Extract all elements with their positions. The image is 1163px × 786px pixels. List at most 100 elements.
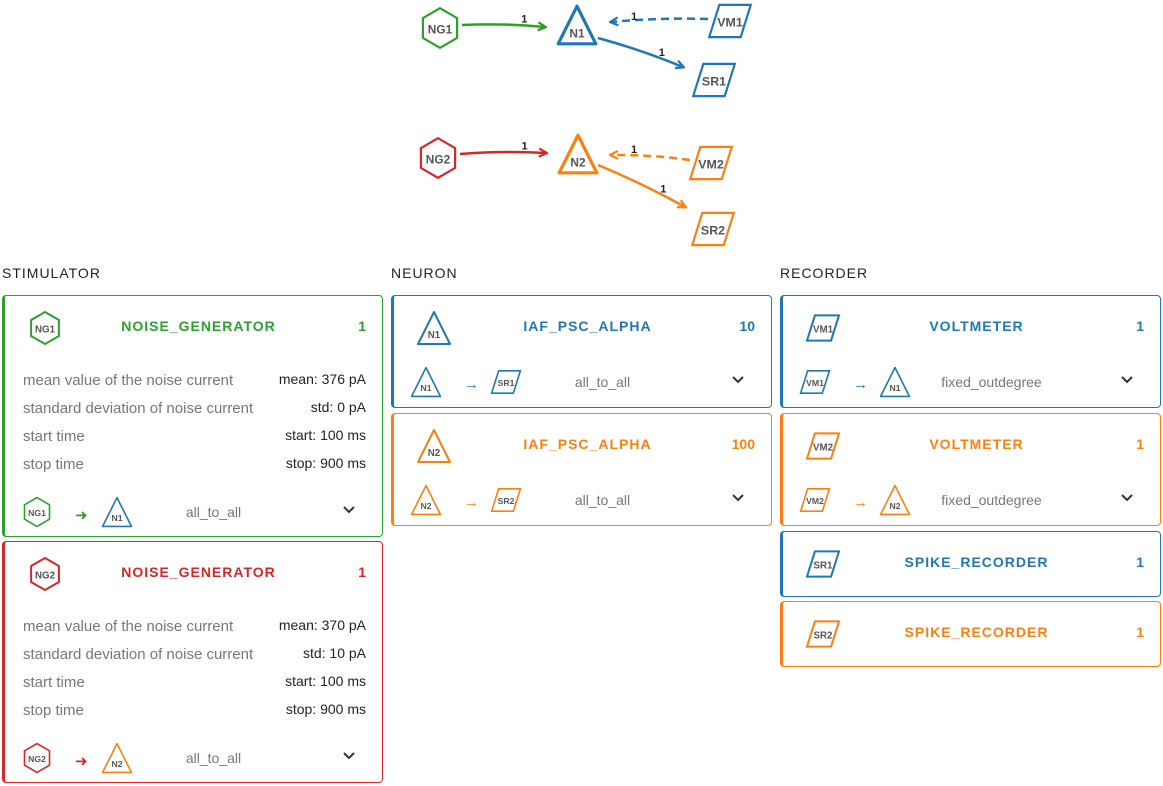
model-name[interactable]: SPIKE_RECORDER bbox=[904, 554, 1049, 570]
graph-edge-label: 1 bbox=[659, 47, 665, 59]
connection-arrow-icon: → bbox=[464, 376, 479, 393]
population-size[interactable]: 10 bbox=[739, 318, 755, 334]
recorder-column-title: RECORDER bbox=[780, 265, 869, 281]
node-badge-icon[interactable]: NG2 bbox=[27, 556, 63, 597]
param-value[interactable]: stop: 900 ms bbox=[285, 701, 366, 717]
param-value[interactable]: start: 100 ms bbox=[285, 427, 366, 443]
param-label: standard deviation of noise current bbox=[23, 400, 254, 417]
node-badge-icon[interactable]: SR2 bbox=[805, 616, 841, 657]
population-size[interactable]: 1 bbox=[1136, 318, 1144, 334]
chevron-down-icon[interactable] bbox=[731, 372, 745, 390]
network-graph[interactable]: 1 1 1 1 1 1 NG1 N1 VM1 SR1 NG2 N2 VM2 SR2 bbox=[0, 0, 1163, 255]
graph-edge-vm1-n1[interactable]: 1 bbox=[611, 11, 709, 23]
param-label: standard deviation of noise current bbox=[23, 646, 254, 663]
population-size[interactable]: 1 bbox=[1136, 436, 1144, 452]
param-value[interactable]: start: 100 ms bbox=[285, 673, 366, 689]
param-row[interactable]: start time start: 100 ms bbox=[23, 422, 366, 450]
graph-node-vm2[interactable]: VM2 bbox=[688, 145, 734, 181]
connection-rule: all_to_all bbox=[574, 492, 631, 508]
param-row[interactable]: start time start: 100 ms bbox=[23, 668, 366, 696]
graph-node-vm1[interactable]: VM1 bbox=[707, 3, 753, 39]
graph-node-sr2[interactable]: SR2 bbox=[690, 211, 736, 247]
graph-node-ng1[interactable]: NG1 bbox=[421, 6, 459, 50]
svg-text:NG1: NG1 bbox=[35, 324, 56, 335]
connection-arrow-icon: ➜ bbox=[75, 753, 88, 770]
population-size[interactable]: 1 bbox=[1136, 624, 1144, 640]
model-name[interactable]: IAF_PSC_ALPHA bbox=[523, 436, 652, 452]
connection-row[interactable]: VM1 → N1 fixed_outdegree bbox=[783, 362, 1160, 406]
connection-source-icon: N2 bbox=[410, 484, 442, 521]
model-name[interactable]: NOISE_GENERATOR bbox=[121, 564, 276, 580]
param-row[interactable]: standard deviation of noise current std:… bbox=[23, 394, 366, 422]
param-label: mean value of the noise current bbox=[23, 372, 234, 389]
param-value[interactable]: std: 10 pA bbox=[302, 645, 366, 661]
graph-edge-vm2-n2[interactable]: 1 bbox=[611, 144, 691, 162]
connection-row[interactable]: VM2 → N2 fixed_outdegree bbox=[783, 480, 1160, 524]
model-name[interactable]: SPIKE_RECORDER bbox=[904, 624, 1049, 640]
connection-source-icon: VM1 bbox=[799, 366, 831, 403]
connection-row[interactable]: NG1 ➜ N1 all_to_all bbox=[5, 492, 382, 536]
population-size[interactable]: 1 bbox=[358, 318, 366, 334]
param-value[interactable]: std: 0 pA bbox=[310, 399, 366, 415]
param-value[interactable]: mean: 376 pA bbox=[278, 371, 366, 387]
connection-target-icon: N1 bbox=[879, 366, 911, 403]
node-card-ng2[interactable]: NG2 NOISE_GENERATOR 1 mean value of the … bbox=[2, 541, 383, 783]
chevron-down-icon[interactable] bbox=[1120, 490, 1134, 508]
param-value[interactable]: stop: 900 ms bbox=[285, 455, 366, 471]
population-size[interactable]: 1 bbox=[358, 564, 366, 580]
neuron-column-title: NEURON bbox=[391, 265, 458, 281]
param-label: stop time bbox=[23, 456, 84, 473]
svg-text:SR1: SR1 bbox=[702, 75, 726, 89]
graph-node-sr1[interactable]: SR1 bbox=[691, 62, 737, 98]
model-name[interactable]: VOLTMETER bbox=[929, 436, 1024, 452]
graph-edge-ng2-n2[interactable]: 1 bbox=[459, 140, 546, 154]
chevron-down-icon[interactable] bbox=[342, 748, 356, 766]
param-row[interactable]: mean value of the noise current mean: 37… bbox=[23, 612, 366, 640]
population-size[interactable]: 1 bbox=[1136, 554, 1144, 570]
param-row[interactable]: mean value of the noise current mean: 37… bbox=[23, 366, 366, 394]
graph-edge-n2-sr2[interactable]: 1 bbox=[597, 163, 685, 207]
param-row[interactable]: stop time stop: 900 ms bbox=[23, 450, 366, 478]
chevron-down-icon[interactable] bbox=[731, 490, 745, 508]
param-value[interactable]: mean: 370 pA bbox=[278, 617, 366, 633]
node-card-n2[interactable]: N2 IAF_PSC_ALPHA 100 N2 → SR2 all_to_all bbox=[391, 413, 772, 526]
node-badge-icon[interactable]: VM2 bbox=[805, 428, 841, 469]
node-card-vm1[interactable]: VM1 VOLTMETER 1 VM1 → N1 fixed_outdegree bbox=[780, 295, 1161, 408]
graph-edge-label: 1 bbox=[631, 11, 637, 23]
graph-node-n2[interactable]: N2 bbox=[557, 133, 599, 175]
graph-node-n1[interactable]: N1 bbox=[556, 4, 598, 46]
node-card-n1[interactable]: N1 IAF_PSC_ALPHA 10 N1 → SR1 all_to_all bbox=[391, 295, 772, 408]
connection-target-icon: N1 bbox=[101, 496, 133, 533]
graph-edge-n1-sr1[interactable]: 1 bbox=[597, 36, 683, 67]
chevron-down-icon[interactable] bbox=[1120, 372, 1134, 390]
svg-text:SR1: SR1 bbox=[498, 378, 515, 388]
node-badge-icon[interactable]: N2 bbox=[416, 428, 452, 469]
svg-text:VM1: VM1 bbox=[806, 378, 824, 388]
node-badge-icon[interactable]: SR1 bbox=[805, 546, 841, 587]
node-card-sr2[interactable]: SR2 SPIKE_RECORDER 1 bbox=[780, 601, 1161, 667]
node-card-sr1[interactable]: SR1 SPIKE_RECORDER 1 bbox=[780, 531, 1161, 597]
node-badge-icon[interactable]: N1 bbox=[416, 310, 452, 351]
node-card-ng1[interactable]: NG1 NOISE_GENERATOR 1 mean value of the … bbox=[2, 295, 383, 537]
param-row[interactable]: standard deviation of noise current std:… bbox=[23, 640, 366, 668]
node-card-vm2[interactable]: VM2 VOLTMETER 1 VM2 → N2 fixed_outdegree bbox=[780, 413, 1161, 526]
graph-edge-label: 1 bbox=[631, 144, 637, 156]
connection-row[interactable]: N2 → SR2 all_to_all bbox=[394, 480, 771, 524]
connection-target-icon: SR1 bbox=[490, 366, 522, 403]
chevron-down-icon[interactable] bbox=[342, 502, 356, 520]
connection-row[interactable]: N1 → SR1 all_to_all bbox=[394, 362, 771, 406]
svg-text:SR2: SR2 bbox=[701, 224, 725, 238]
population-size[interactable]: 100 bbox=[731, 436, 755, 452]
connection-row[interactable]: NG2 ➜ N2 all_to_all bbox=[5, 738, 382, 782]
graph-edge-ng1-n1[interactable]: 1 bbox=[461, 14, 545, 28]
param-row[interactable]: stop time stop: 900 ms bbox=[23, 696, 366, 724]
svg-text:N2: N2 bbox=[428, 448, 441, 459]
model-name[interactable]: NOISE_GENERATOR bbox=[121, 318, 276, 334]
model-name[interactable]: IAF_PSC_ALPHA bbox=[523, 318, 652, 334]
svg-text:N2: N2 bbox=[570, 155, 586, 169]
graph-node-ng2[interactable]: NG2 bbox=[419, 136, 457, 180]
node-badge-icon[interactable]: VM1 bbox=[805, 310, 841, 351]
node-badge-icon[interactable]: NG1 bbox=[27, 310, 63, 351]
model-name[interactable]: VOLTMETER bbox=[929, 318, 1024, 334]
param-label: stop time bbox=[23, 702, 84, 719]
